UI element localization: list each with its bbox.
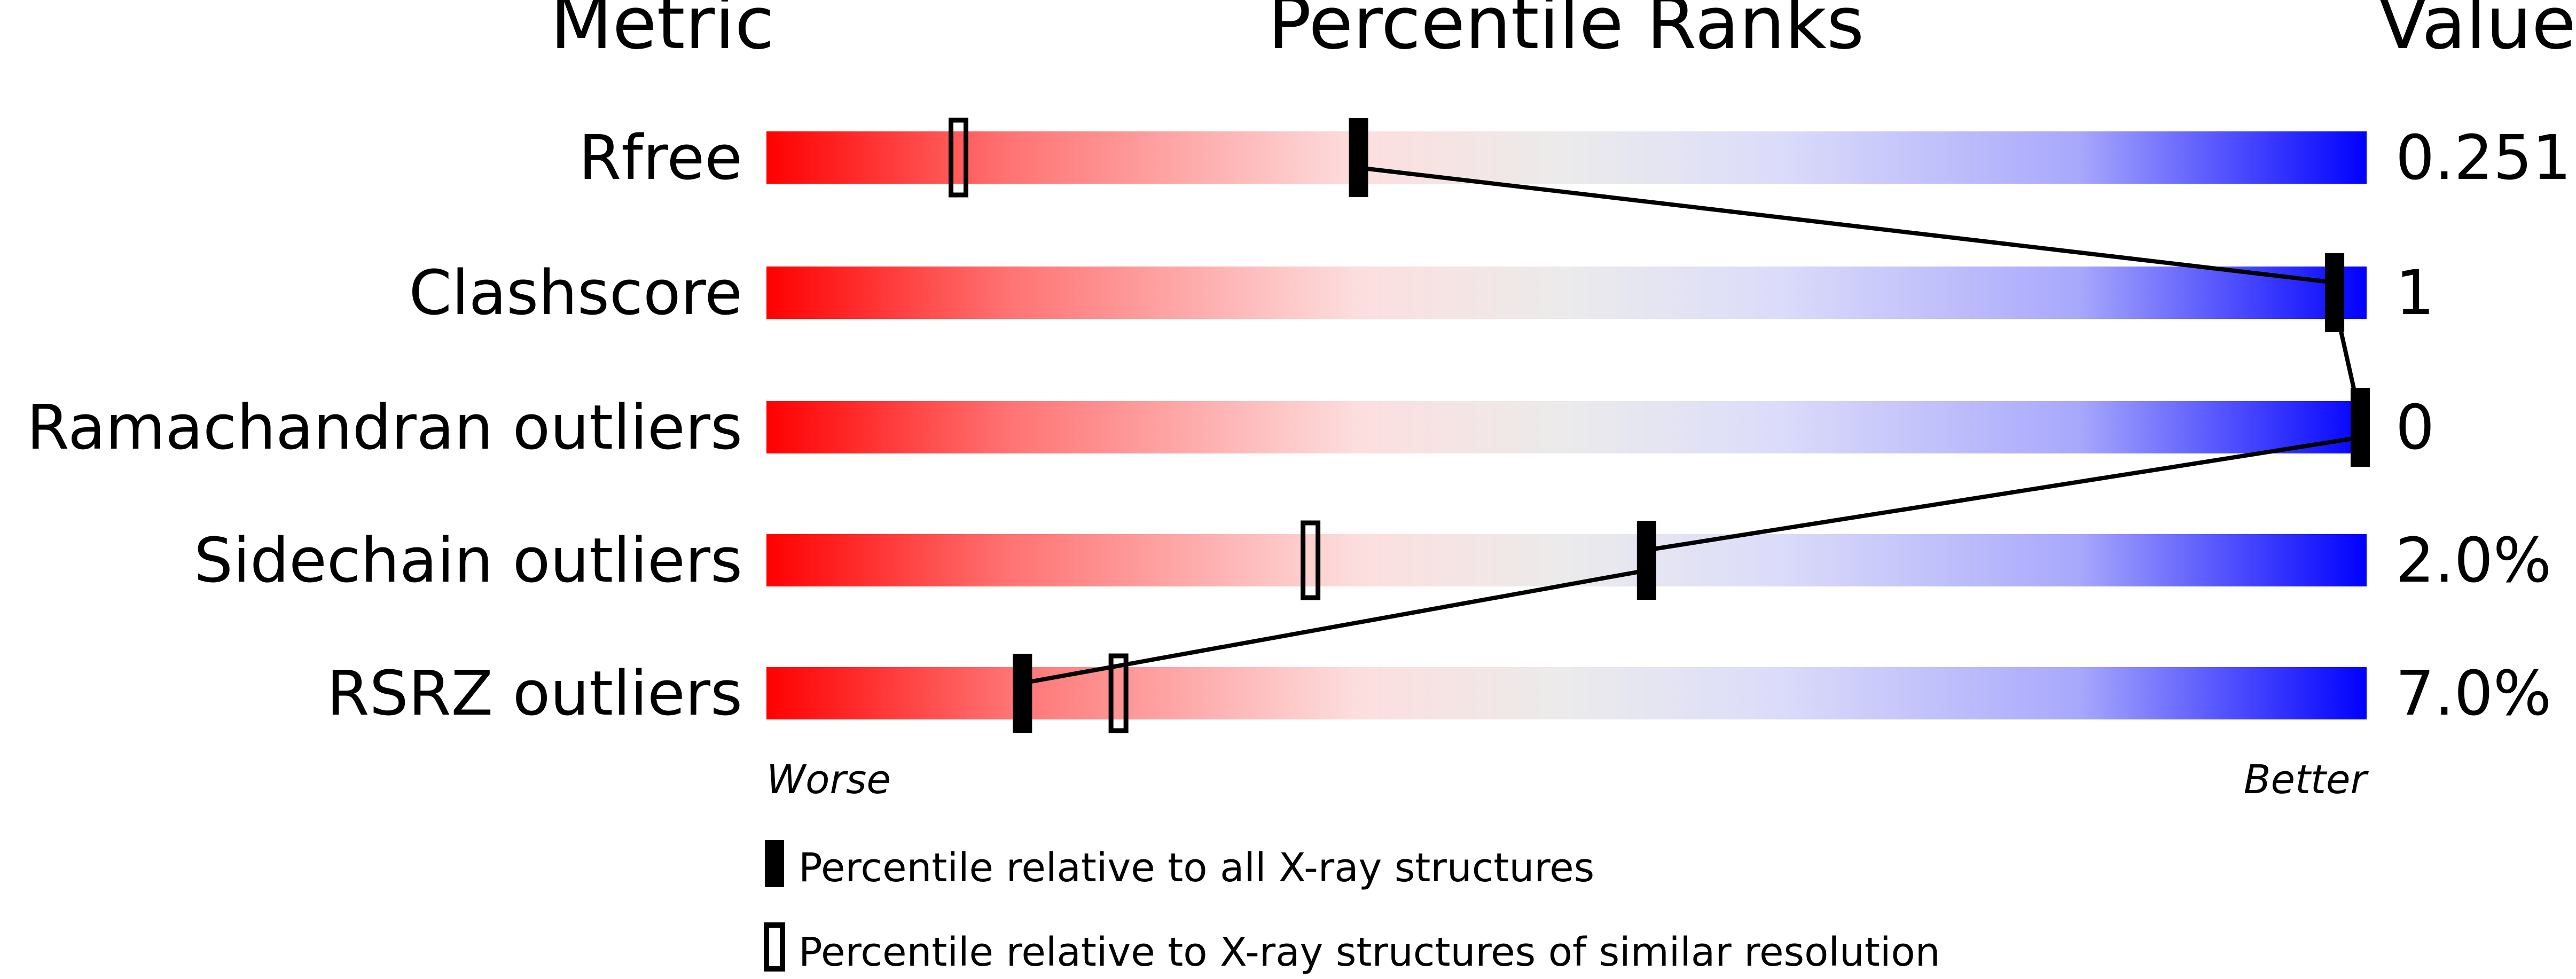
axis-label-better: Better [2244,757,2369,803]
percentile-similar-marker [949,118,969,198]
gradient-bar [766,667,2367,719]
metric-label: Sidechain outliers [194,525,742,597]
axis-label-worse: Worse [766,757,891,803]
percentile-all-marker [2325,253,2345,332]
legend-filled-label: Percentile relative to all X-ray structu… [798,845,1594,891]
header-metric: Metric [550,0,774,65]
metric-value: 2.0% [2395,525,2551,597]
metric-value: 7.0% [2395,658,2551,730]
legend-filled-marker [765,840,784,887]
percentile-similar-marker [1108,653,1129,733]
metric-label: Ramachandran outliers [27,392,742,464]
gradient-bar [766,267,2367,319]
metric-label: RSRZ outliers [327,658,742,730]
metric-value: 0.251 [2395,122,2571,194]
gradient-bar [766,401,2367,453]
metric-label: Rfree [578,122,742,194]
legend-open-label: Percentile relative to X-ray structures … [798,929,1940,975]
percentile-all-marker [1013,654,1032,733]
percentile-all-marker [1349,118,1368,197]
connector-line [1358,166,2335,285]
connector-line [1022,568,1647,685]
header-value: Value [2378,0,2576,65]
connector-line [1646,435,2361,552]
metric-value: 0 [2395,392,2434,464]
metric-value: 1 [2395,257,2434,329]
gradient-bar [766,131,2367,184]
legend-open-marker [764,922,785,972]
header-percentile-ranks: Percentile Ranks [1268,0,1865,65]
gradient-bar [766,534,2367,586]
metric-label: Clashscore [409,257,742,329]
percentile-all-marker [1637,521,1656,600]
percentile-all-marker [2351,388,2370,467]
percentile-similar-marker [1301,520,1321,600]
